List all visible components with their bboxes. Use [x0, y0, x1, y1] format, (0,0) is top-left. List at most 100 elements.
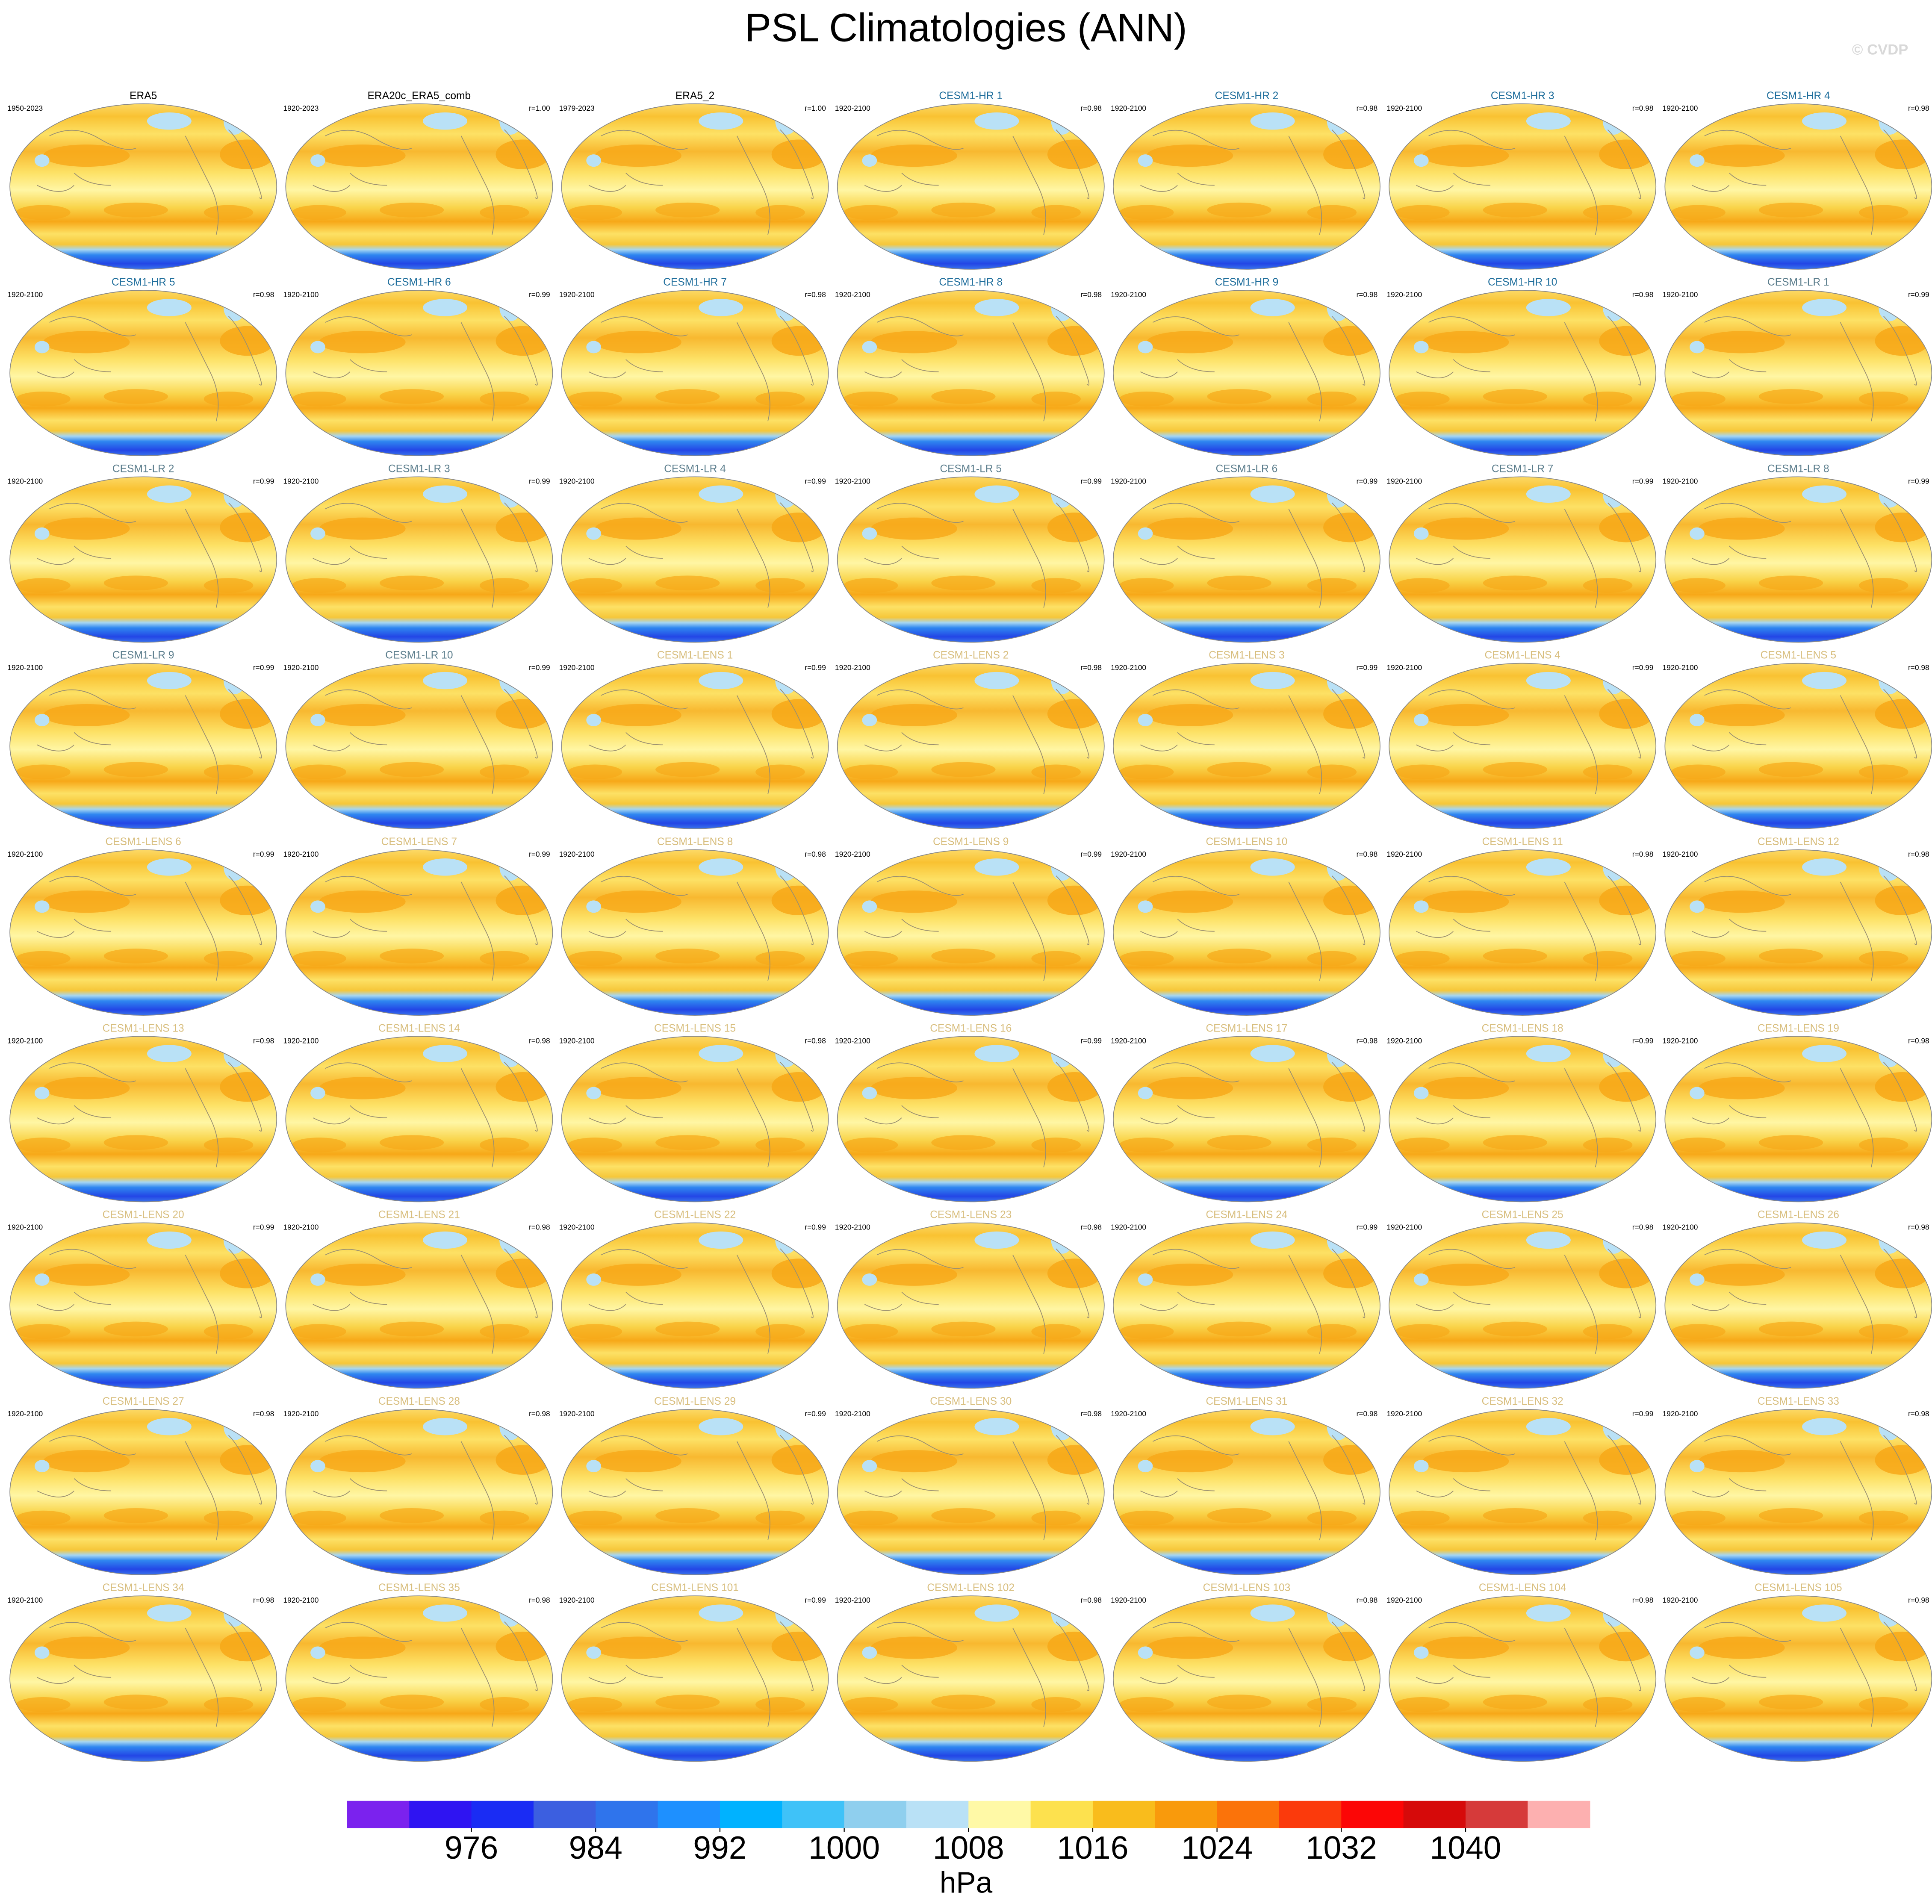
map-image — [1379, 845, 1666, 1020]
panel-correlation: r=0.99 — [1357, 1223, 1378, 1232]
panel-title: CESM1-LENS 105 — [1755, 1582, 1842, 1594]
map-image — [552, 472, 838, 647]
map-panel: CESM1-LENS 26 1920-2100 r=0.98 — [1655, 1209, 1932, 1394]
map-panel: CESM1-LENS 19 1920-2100 r=0.98 — [1655, 1023, 1932, 1207]
map-image — [276, 1591, 562, 1766]
map-panel: CESM1-LR 2 1920-2100 r=0.99 — [0, 463, 286, 647]
map-panel: CESM1-LENS 16 1920-2100 r=0.99 — [828, 1023, 1114, 1207]
panel-period: 1920-2100 — [1386, 1223, 1422, 1232]
panel-title: CESM1-LENS 34 — [103, 1582, 184, 1594]
map-panel: CESM1-LENS 11 1920-2100 r=0.98 — [1379, 836, 1666, 1020]
map-image — [1379, 99, 1666, 274]
map-panel: CESM1-LENS 8 1920-2100 r=0.98 — [552, 836, 838, 1020]
map-panel: CESM1-LENS 21 1920-2100 r=0.98 — [276, 1209, 562, 1394]
panel-title: CESM1-LR 5 — [940, 463, 1002, 475]
panel-title: CESM1-LR 3 — [388, 463, 450, 475]
map-image — [0, 658, 286, 834]
panel-period: 1920-2100 — [1663, 1223, 1698, 1232]
map-image — [0, 1218, 286, 1393]
panel-correlation: r=0.99 — [1908, 290, 1929, 299]
panel-title: CESM1-LR 2 — [112, 463, 174, 475]
map-panel: CESM1-LENS 25 1920-2100 r=0.98 — [1379, 1209, 1666, 1394]
panel-period: 1920-2100 — [7, 290, 43, 299]
map-panel: CESM1-LENS 9 1920-2100 r=0.99 — [828, 836, 1114, 1020]
map-image — [1655, 285, 1932, 460]
colorbar-box — [596, 1801, 658, 1828]
map-image — [276, 1218, 562, 1393]
panel-title: CESM1-HR 4 — [1767, 90, 1830, 102]
panel-period: 1920-2100 — [1663, 104, 1698, 112]
panel-title: CESM1-LENS 103 — [1203, 1582, 1291, 1594]
map-image — [1103, 1404, 1390, 1580]
map-panel: CESM1-LENS 104 1920-2100 r=0.98 — [1379, 1582, 1666, 1766]
panel-correlation: r=0.98 — [529, 1223, 550, 1232]
panel-period: 1920-2100 — [559, 1036, 595, 1045]
map-image — [1103, 1032, 1390, 1207]
map-image — [552, 1218, 838, 1393]
map-panel: ERA5 1950-2023 — [0, 90, 286, 274]
map-panel: CESM1-LR 9 1920-2100 r=0.99 — [0, 650, 286, 834]
panel-correlation: r=0.98 — [253, 1409, 274, 1418]
panel-period: 1920-2100 — [1663, 1596, 1698, 1604]
map-image — [552, 99, 838, 274]
panel-period: 1920-2100 — [283, 850, 319, 858]
panel-title: CESM1-LR 9 — [112, 650, 174, 661]
map-panel: CESM1-LENS 20 1920-2100 r=0.99 — [0, 1209, 286, 1394]
panel-period: 1920-2100 — [283, 1223, 319, 1232]
map-image — [276, 1032, 562, 1207]
map-image — [552, 1032, 838, 1207]
panel-title: CESM1-LENS 101 — [651, 1582, 739, 1594]
colorbar: 976 984 992 1000 1008 1016 1024 1032 1040 — [347, 1801, 1590, 1866]
panel-correlation: r=0.98 — [1080, 290, 1102, 299]
panel-period: 1920-2100 — [1111, 104, 1146, 112]
panel-period: 1920-2100 — [835, 1036, 870, 1045]
panel-correlation: r=0.98 — [1080, 1409, 1102, 1418]
map-image — [828, 845, 1114, 1020]
map-image — [0, 285, 286, 460]
map-image — [552, 1591, 838, 1766]
panel-title: CESM1-LENS 14 — [378, 1023, 460, 1034]
panel-title: CESM1-HR 6 — [387, 277, 451, 288]
panel-title: CESM1-LENS 17 — [1206, 1023, 1287, 1034]
map-image — [1379, 285, 1666, 460]
panel-period: 1920-2100 — [283, 1036, 319, 1045]
map-image — [552, 1404, 838, 1580]
panel-title: CESM1-LENS 12 — [1758, 836, 1839, 848]
colorbar-tick-label: 1008 — [933, 1830, 1004, 1866]
map-panel: CESM1-LR 3 1920-2100 r=0.99 — [276, 463, 562, 647]
colorbar-tick-label: 1000 — [808, 1830, 880, 1866]
panel-title: CESM1-LENS 19 — [1758, 1023, 1839, 1034]
panel-correlation: r=0.98 — [1908, 663, 1929, 672]
map-panel: CESM1-HR 7 1920-2100 r=0.98 — [552, 277, 838, 461]
panel-title: CESM1-HR 2 — [1215, 90, 1279, 102]
map-panel: CESM1-LENS 12 1920-2100 r=0.98 — [1655, 836, 1932, 1020]
panel-period: 1920-2023 — [283, 104, 319, 112]
panel-title: CESM1-LENS 8 — [657, 836, 733, 848]
panel-correlation: r=0.98 — [1080, 663, 1102, 672]
panel-period: 1920-2100 — [559, 1596, 595, 1604]
panel-title: CESM1-HR 5 — [112, 277, 175, 288]
panel-correlation: r=0.98 — [1357, 104, 1378, 112]
panel-title: CESM1-HR 7 — [663, 277, 727, 288]
panel-correlation: r=0.98 — [1908, 104, 1929, 112]
panel-correlation: r=0.98 — [1632, 1223, 1654, 1232]
map-panel: CESM1-LR 8 1920-2100 r=0.99 — [1655, 463, 1932, 647]
panel-title: CESM1-LENS 30 — [930, 1396, 1012, 1407]
map-panel: CESM1-HR 10 1920-2100 r=0.98 — [1379, 277, 1666, 461]
map-panel: CESM1-LENS 34 1920-2100 r=0.98 — [0, 1582, 286, 1766]
panel-title: CESM1-LENS 25 — [1482, 1209, 1563, 1221]
map-panel: CESM1-HR 3 1920-2100 r=0.98 — [1379, 90, 1666, 274]
panel-period: 1950-2023 — [7, 104, 43, 112]
map-panel: CESM1-LENS 101 1920-2100 r=0.99 — [552, 1582, 838, 1766]
panel-title: ERA20c_ERA5_comb — [368, 90, 471, 102]
panel-period: 1920-2100 — [835, 850, 870, 858]
panel-period: 1920-2100 — [1663, 663, 1698, 672]
map-panel: CESM1-LENS 3 1920-2100 r=0.99 — [1103, 650, 1390, 834]
panel-period: 1920-2100 — [7, 1036, 43, 1045]
panel-title: CESM1-LENS 13 — [103, 1023, 184, 1034]
map-panel: CESM1-LENS 18 1920-2100 r=0.99 — [1379, 1023, 1666, 1207]
panel-period: 1920-2100 — [1663, 290, 1698, 299]
panel-correlation: r=0.98 — [1908, 1596, 1929, 1604]
panel-title: CESM1-HR 9 — [1215, 277, 1279, 288]
